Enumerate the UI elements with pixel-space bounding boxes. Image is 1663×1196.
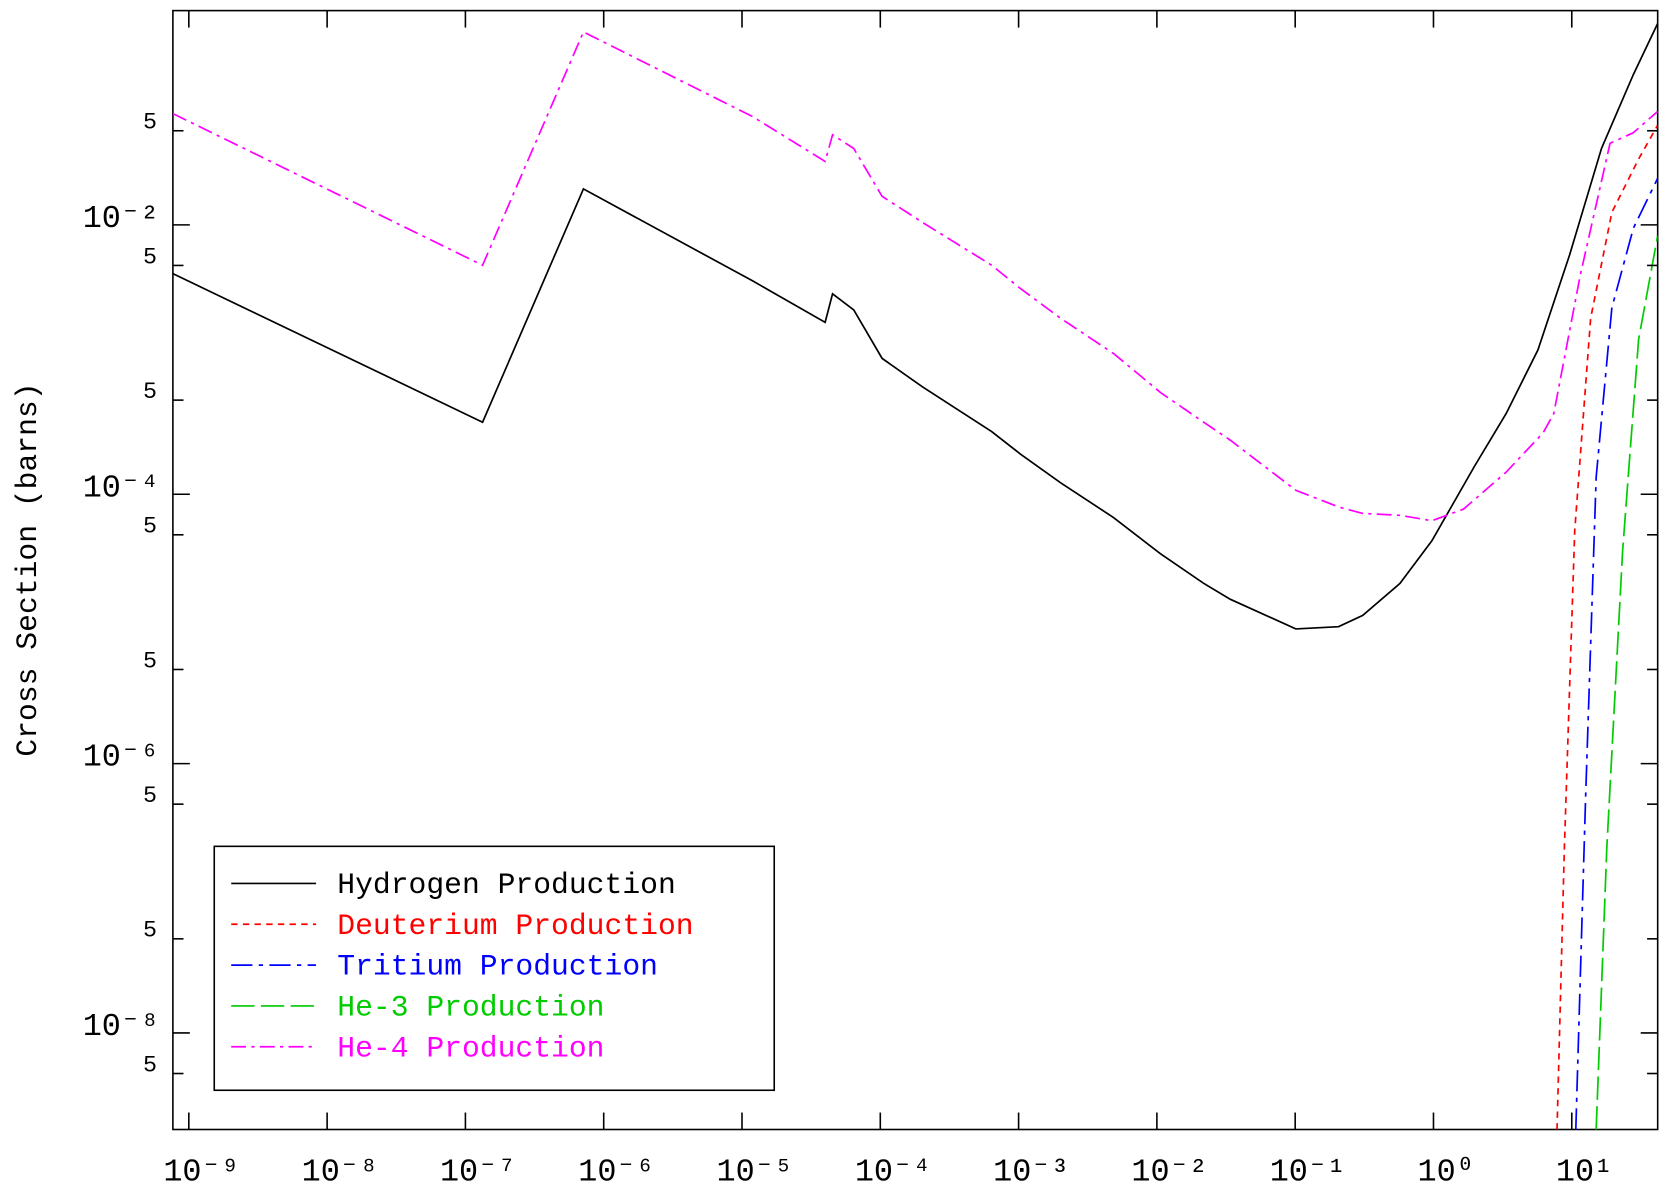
series-line: [1574, 177, 1658, 1130]
y-tick-label: 5: [143, 245, 157, 271]
x-tick-label: 10⁻⁹: [163, 1154, 239, 1190]
x-tick-label: 10⁻¹: [1270, 1154, 1346, 1190]
legend-label: He-3 Production: [337, 990, 604, 1024]
y-tick-label: 10⁻⁶: [83, 740, 159, 776]
plot-frame: [172, 9, 1659, 1131]
legend-label: He-4 Production: [337, 1031, 604, 1065]
series-line: [172, 30, 1658, 522]
y-tick-label: 10⁻⁴: [83, 470, 159, 506]
x-tick-label: 10⁻²: [1131, 1154, 1207, 1190]
x-tick-label: 10⁻⁶: [578, 1154, 654, 1190]
y-tick-label: 5: [143, 1053, 157, 1079]
x-tick-label: 10⁰: [1418, 1154, 1475, 1190]
y-tick-label: 10⁻⁸: [83, 1009, 159, 1045]
y-tick-label: 5: [143, 111, 157, 137]
series-line: [1595, 235, 1658, 1130]
y-tick-label: 5: [143, 515, 157, 541]
x-tick-label: 10⁻⁷: [440, 1154, 516, 1190]
y-tick-label: 10⁻²: [83, 201, 159, 237]
x-tick-label: 10⁻⁴: [855, 1154, 931, 1190]
series-line: [172, 23, 1658, 630]
y-tick-label: 5: [143, 380, 157, 406]
y-axis-title: Cross Section (barns): [11, 382, 45, 756]
lines: [172, 23, 1658, 1130]
y-tick-label: 5: [143, 649, 157, 675]
x-tick-label: 10⁻⁵: [717, 1154, 793, 1190]
series-line: [1556, 124, 1658, 1130]
y-tick-label: 5: [143, 784, 157, 810]
legend-label: Hydrogen Production: [337, 868, 675, 902]
x-tick-label: 10⁻⁸: [302, 1154, 378, 1190]
x-tick-label: 10⁻³: [993, 1154, 1069, 1190]
x-tick-label: 10¹: [1556, 1154, 1613, 1190]
legend-label: Tritium Production: [337, 950, 658, 984]
y-tick-label: 5: [143, 919, 157, 945]
legend-box: [213, 845, 776, 1092]
legend-label: Deuterium Production: [337, 909, 693, 943]
